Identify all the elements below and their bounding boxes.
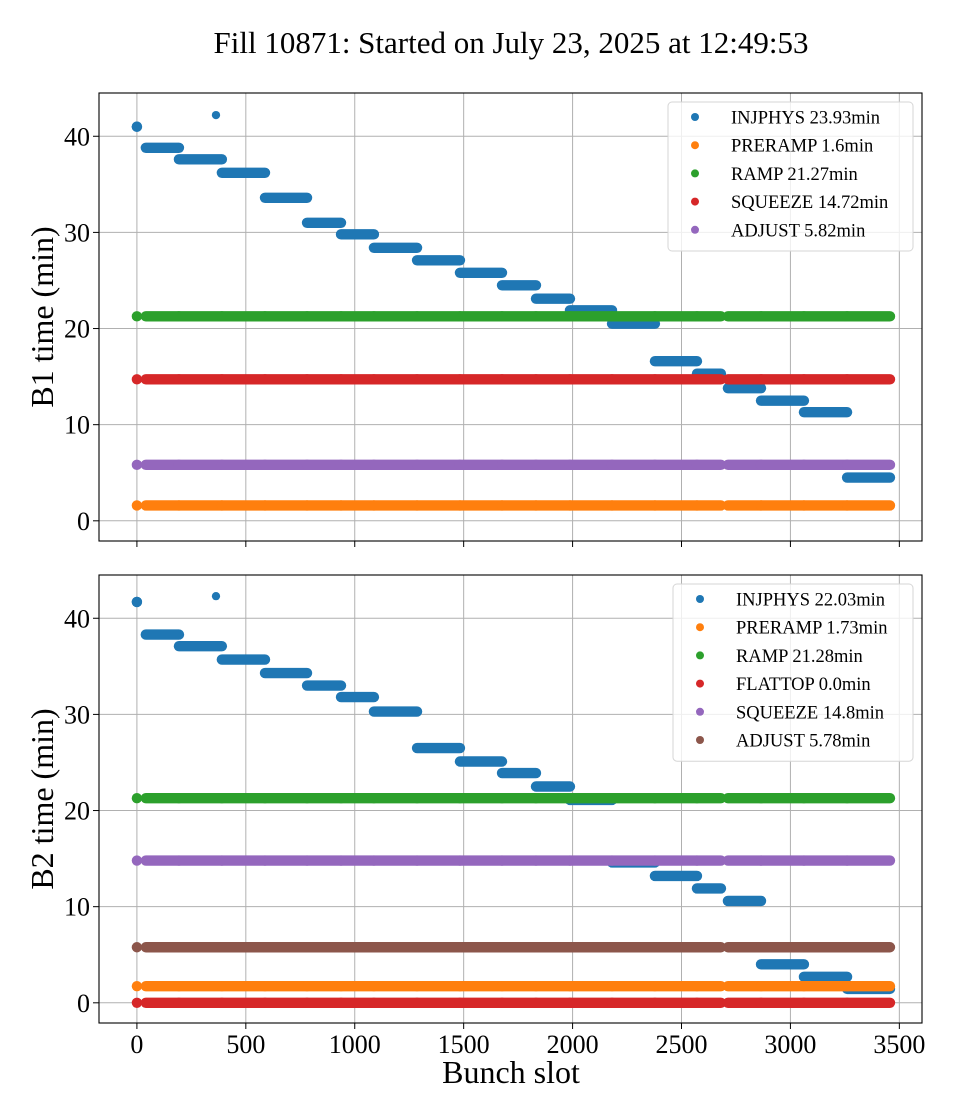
axes-frame bbox=[98, 92, 923, 542]
y-tick-label: 40 bbox=[64, 604, 90, 633]
legend-label: SQUEEZE 14.72min bbox=[731, 193, 888, 213]
x-tick-label: 0 bbox=[130, 1030, 143, 1059]
x-axis-label: Bunch slot bbox=[442, 1054, 580, 1090]
legend-frame bbox=[672, 583, 914, 762]
legend-item: ADJUST 5.82min bbox=[691, 221, 865, 241]
legend-marker bbox=[696, 679, 704, 688]
x-tick-label: 500 bbox=[226, 1030, 265, 1059]
legend-item: PRERAMP 1.6min bbox=[691, 137, 873, 157]
data-point bbox=[131, 596, 143, 608]
legend-item: RAMP 21.28min bbox=[696, 647, 863, 667]
x-tick-label: 1500 bbox=[438, 1030, 490, 1059]
legend-label: SQUEEZE 14.8min bbox=[736, 703, 884, 723]
chart-title: Fill 10871: Started on July 23, 2025 at … bbox=[213, 25, 808, 60]
legend-marker bbox=[691, 141, 699, 150]
legend-label: FLATTOP 0.0min bbox=[736, 675, 871, 695]
legend-label: PRERAMP 1.73min bbox=[736, 619, 887, 639]
legend-marker bbox=[696, 736, 704, 744]
legend-label: INJPHYS 22.03min bbox=[736, 591, 885, 611]
series-injphys bbox=[131, 110, 896, 483]
legend-item: INJPHYS 23.93min bbox=[691, 109, 880, 129]
y-tick-label: 20 bbox=[64, 797, 90, 826]
y-tick-label: 30 bbox=[64, 218, 90, 247]
y-axis-label: B2 time (min) bbox=[24, 708, 60, 889]
x-tick-label: 3000 bbox=[764, 1030, 816, 1059]
y-tick-label: 10 bbox=[64, 893, 90, 922]
panel-b1: 0 10 20 30 40 B1 time (min) INJPHYS 23.93min PR… bbox=[24, 92, 923, 547]
x-tick-label: 1000 bbox=[329, 1030, 381, 1059]
legend-item: INJPHYS 22.03min bbox=[696, 591, 885, 611]
legend-item: SQUEEZE 14.72min bbox=[691, 193, 888, 213]
y-tick-label: 40 bbox=[64, 122, 90, 151]
legend-item: SQUEEZE 14.8min bbox=[696, 703, 884, 723]
y-tick-label: 0 bbox=[77, 507, 90, 536]
legend-label: RAMP 21.27min bbox=[731, 165, 858, 185]
y-tick-label: 20 bbox=[64, 315, 90, 344]
data-point bbox=[211, 110, 221, 120]
legend-label: ADJUST 5.78min bbox=[736, 732, 870, 752]
legend-frame bbox=[667, 101, 914, 252]
y-axis-label: B1 time (min) bbox=[24, 226, 60, 407]
legend: INJPHYS 22.03min PRERAMP 1.73min RAMP 21.2… bbox=[672, 583, 914, 762]
x-tick-label: 3500 bbox=[873, 1030, 925, 1059]
data-point bbox=[211, 591, 221, 601]
legend-label: RAMP 21.28min bbox=[736, 647, 863, 667]
legend-marker bbox=[691, 225, 699, 234]
y-tick-label: 0 bbox=[77, 989, 90, 1018]
x-tick-label: 2000 bbox=[547, 1030, 599, 1059]
legend-item: FLATTOP 0.0min bbox=[696, 675, 871, 695]
legend-marker bbox=[691, 113, 699, 121]
legend-label: INJPHYS 23.93min bbox=[731, 109, 880, 129]
legend-item: ADJUST 5.78min bbox=[696, 732, 870, 752]
y-tick-label: 30 bbox=[64, 700, 90, 729]
panel-b2: 0 500 1000 1500 2000 2500 3000 3500 0 10 20 30 40 B2 … bbox=[24, 574, 925, 1059]
legend-label: PRERAMP 1.6min bbox=[731, 137, 873, 157]
y-tick-label: 10 bbox=[64, 411, 90, 440]
legend-marker bbox=[696, 595, 704, 603]
legend-marker bbox=[696, 651, 704, 660]
legend-item: RAMP 21.27min bbox=[691, 165, 858, 185]
legend-marker bbox=[691, 169, 699, 178]
series-injphys bbox=[131, 591, 896, 995]
axes-frame bbox=[98, 574, 923, 1024]
legend-marker bbox=[691, 197, 699, 206]
legend-marker bbox=[696, 623, 704, 632]
data-point bbox=[131, 121, 143, 132]
legend-item: PRERAMP 1.73min bbox=[696, 619, 887, 639]
legend: INJPHYS 23.93min PRERAMP 1.6min RAMP 21.27… bbox=[667, 101, 914, 252]
legend-marker bbox=[696, 707, 704, 716]
x-tick-label: 2500 bbox=[656, 1030, 708, 1059]
legend-label: ADJUST 5.82min bbox=[731, 221, 865, 241]
